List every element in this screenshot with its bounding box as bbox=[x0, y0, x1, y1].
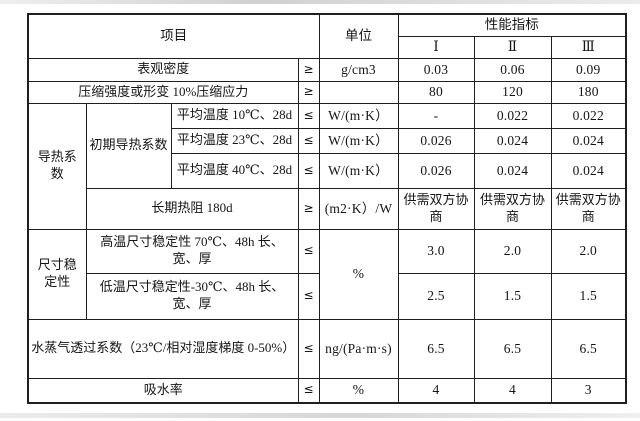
water-absorption-value-2: 4 bbox=[473, 377, 552, 404]
high-temp-stability-symbol: ≤ bbox=[297, 228, 320, 274]
apparent-density-value-3: 0.09 bbox=[550, 57, 627, 82]
low-temp-stability-symbol: ≤ bbox=[297, 272, 320, 320]
thermal-40c-value-2: 0.024 bbox=[473, 152, 552, 189]
thermal-10c-label: 平均温度 10℃、28d bbox=[170, 102, 299, 129]
dimensional-stability-group-label: 尺寸稳定性 bbox=[27, 228, 87, 320]
compressive-strength-unit bbox=[318, 80, 399, 104]
compressive-strength-value-3: 180 bbox=[550, 80, 627, 104]
apparent-density-label: 表观密度 bbox=[27, 57, 299, 82]
header-grade-3: Ⅲ bbox=[550, 35, 627, 59]
compressive-strength-symbol: ≥ bbox=[297, 80, 320, 104]
water-vapor-value-1: 6.5 bbox=[397, 318, 475, 379]
long-term-resistance-symbol: ≥ bbox=[297, 187, 320, 230]
thermal-10c-symbol: ≤ bbox=[297, 102, 320, 129]
water-vapor-label: 水蒸气透过系数（23℃/相对湿度梯度 0-50%） bbox=[27, 318, 299, 379]
water-absorption-value-3: 3 bbox=[550, 377, 627, 404]
high-temp-stability-value-3: 2.0 bbox=[550, 228, 627, 274]
header-grade-2: Ⅱ bbox=[473, 35, 552, 59]
thermal-40c-unit: W/(m·K） bbox=[318, 152, 399, 189]
apparent-density-symbol: ≥ bbox=[297, 57, 320, 82]
apparent-density-unit: g/cm3 bbox=[318, 57, 399, 82]
long-term-resistance-unit: (m2·K）/W bbox=[318, 187, 399, 230]
water-vapor-symbol: ≤ bbox=[297, 318, 320, 379]
water-absorption-value-1: 4 bbox=[397, 377, 475, 404]
thermal-40c-symbol: ≤ bbox=[297, 152, 320, 189]
water-absorption-unit: % bbox=[318, 377, 399, 404]
header-performance: 性能指标 bbox=[397, 13, 627, 37]
low-temp-stability-value-1: 2.5 bbox=[397, 272, 475, 320]
thermal-23c-value-2: 0.024 bbox=[473, 127, 552, 154]
apparent-density-value-1: 0.03 bbox=[397, 57, 475, 82]
low-temp-stability-value-2: 1.5 bbox=[473, 272, 552, 320]
water-absorption-symbol: ≤ bbox=[297, 377, 320, 404]
compressive-strength-value-2: 120 bbox=[473, 80, 552, 104]
apparent-density-value-2: 0.06 bbox=[473, 57, 552, 82]
initial-thermal-conductivity-label: 初期导热系数 bbox=[85, 102, 172, 189]
compressive-strength-label: 压缩强度或形变 10%压缩应力 bbox=[27, 80, 299, 104]
low-temp-stability-value-3: 1.5 bbox=[550, 272, 627, 320]
thermal-10c-value-2: 0.022 bbox=[473, 102, 552, 129]
scan-artifact-bottom bbox=[0, 413, 640, 418]
water-vapor-unit: ng/(Pa·m·s) bbox=[318, 318, 399, 379]
compressive-strength-value-1: 80 bbox=[397, 80, 475, 104]
long-term-resistance-value-3: 供需双方协商 bbox=[550, 187, 627, 230]
water-vapor-value-2: 6.5 bbox=[473, 318, 552, 379]
thermal-10c-unit: W/(m·K） bbox=[318, 102, 399, 129]
high-temp-stability-value-2: 2.0 bbox=[473, 228, 552, 274]
low-temp-stability-label: 低温尺寸稳定性-30℃、48h 长、宽、厚 bbox=[85, 272, 299, 320]
long-term-resistance-value-1: 供需双方协商 bbox=[397, 187, 475, 230]
long-term-resistance-value-2: 供需双方协商 bbox=[473, 187, 552, 230]
scan-artifact-top bbox=[0, 0, 640, 4]
thermal-23c-label: 平均温度 23℃、28d bbox=[170, 127, 299, 154]
performance-spec-table: 项目 单位 性能指标 Ⅰ Ⅱ Ⅲ 表观密度 ≥ g/cm3 0.03 0.06 … bbox=[27, 13, 628, 404]
thermal-40c-value-3: 0.024 bbox=[550, 152, 627, 189]
thermal-40c-value-1: 0.026 bbox=[397, 152, 475, 189]
thermal-10c-value-1: - bbox=[397, 102, 475, 129]
thermal-conductivity-group-label: 导热系数 bbox=[27, 102, 87, 230]
high-temp-stability-value-1: 3.0 bbox=[397, 228, 475, 274]
long-term-resistance-label: 长期热阻 180d bbox=[85, 187, 299, 230]
thermal-23c-value-1: 0.026 bbox=[397, 127, 475, 154]
header-grade-1: Ⅰ bbox=[397, 35, 475, 59]
thermal-23c-value-3: 0.024 bbox=[550, 127, 627, 154]
thermal-10c-value-3: 0.022 bbox=[550, 102, 627, 129]
header-item: 项目 bbox=[27, 13, 320, 59]
water-absorption-label: 吸水率 bbox=[27, 377, 299, 404]
header-unit: 单位 bbox=[318, 13, 399, 59]
thermal-23c-symbol: ≤ bbox=[297, 127, 320, 154]
thermal-40c-label: 平均温度 40℃、28d bbox=[170, 152, 299, 189]
high-temp-stability-label: 高温尺寸稳定性 70℃、48h 长、宽、厚 bbox=[85, 228, 299, 274]
thermal-23c-unit: W/(m·K） bbox=[318, 127, 399, 154]
dimensional-stability-unit: % bbox=[318, 228, 399, 320]
water-vapor-value-3: 6.5 bbox=[550, 318, 627, 379]
